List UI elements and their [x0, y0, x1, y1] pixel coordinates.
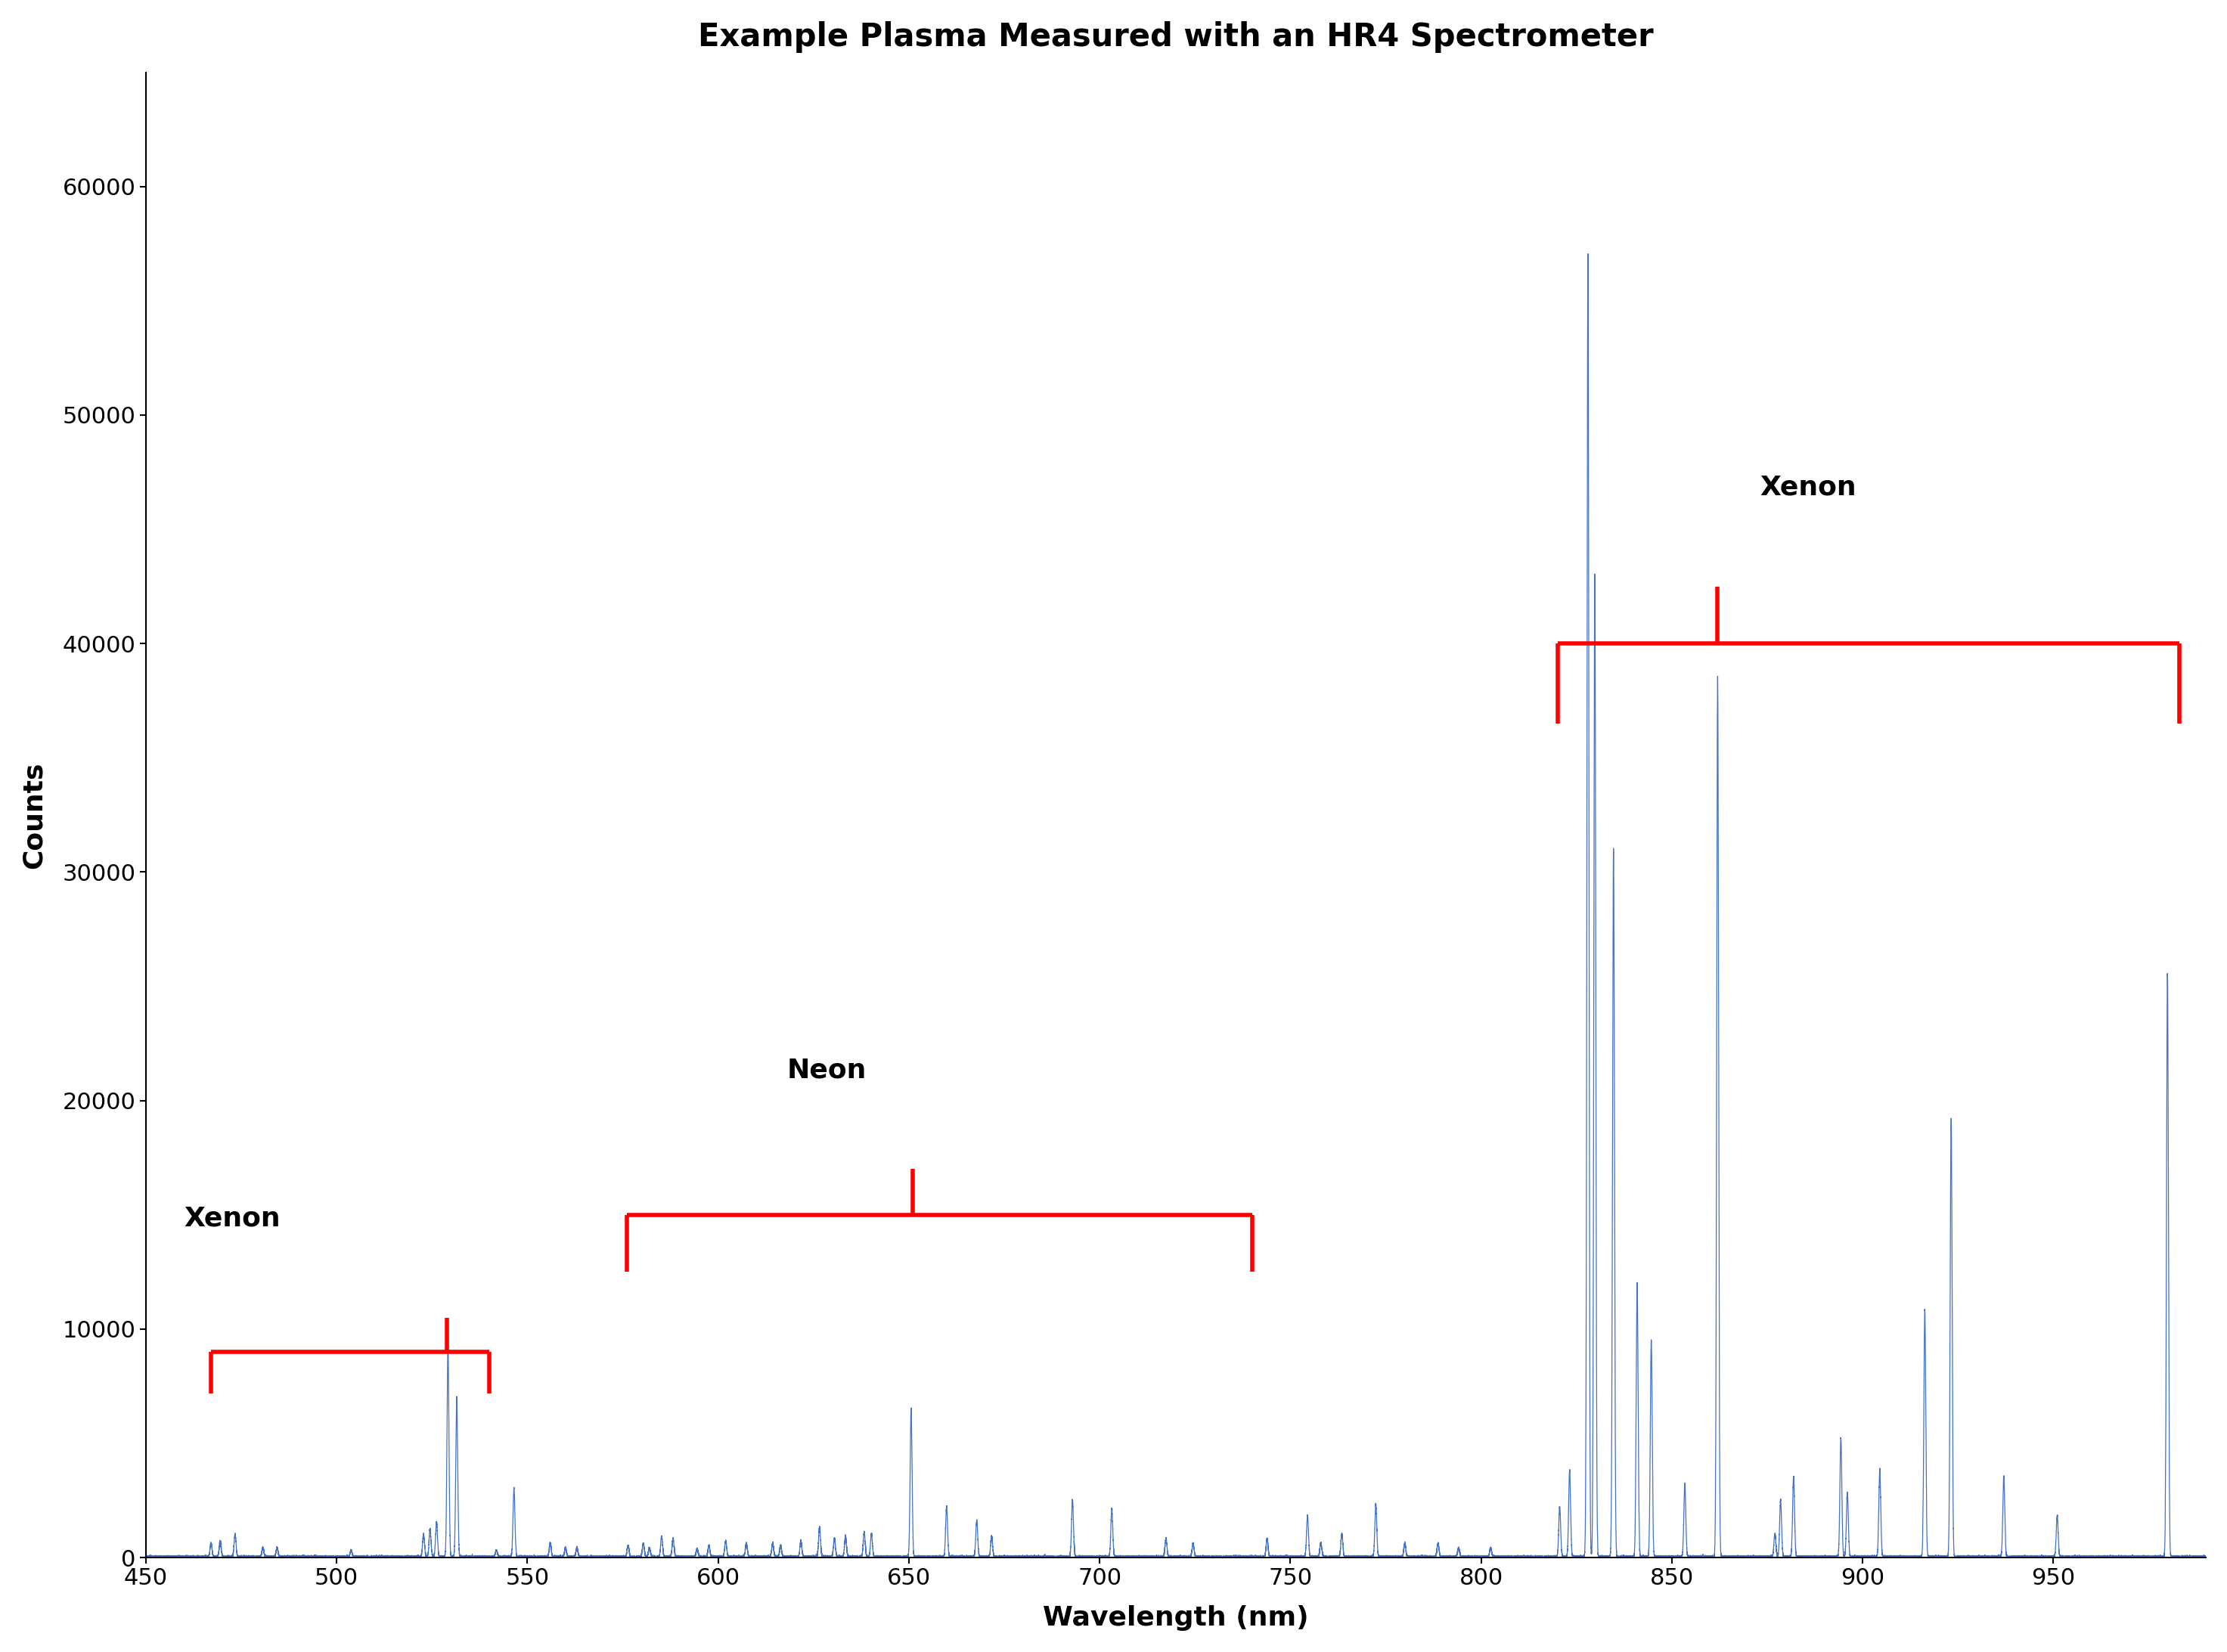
- Text: Neon: Neon: [786, 1057, 866, 1084]
- Y-axis label: Counts: Counts: [20, 762, 47, 869]
- X-axis label: Wavelength (nm): Wavelength (nm): [1042, 1606, 1309, 1631]
- Text: Xenon: Xenon: [1759, 474, 1855, 501]
- Title: Example Plasma Measured with an HR4 Spectrometer: Example Plasma Measured with an HR4 Spec…: [697, 21, 1655, 53]
- Text: Xenon: Xenon: [185, 1206, 281, 1231]
